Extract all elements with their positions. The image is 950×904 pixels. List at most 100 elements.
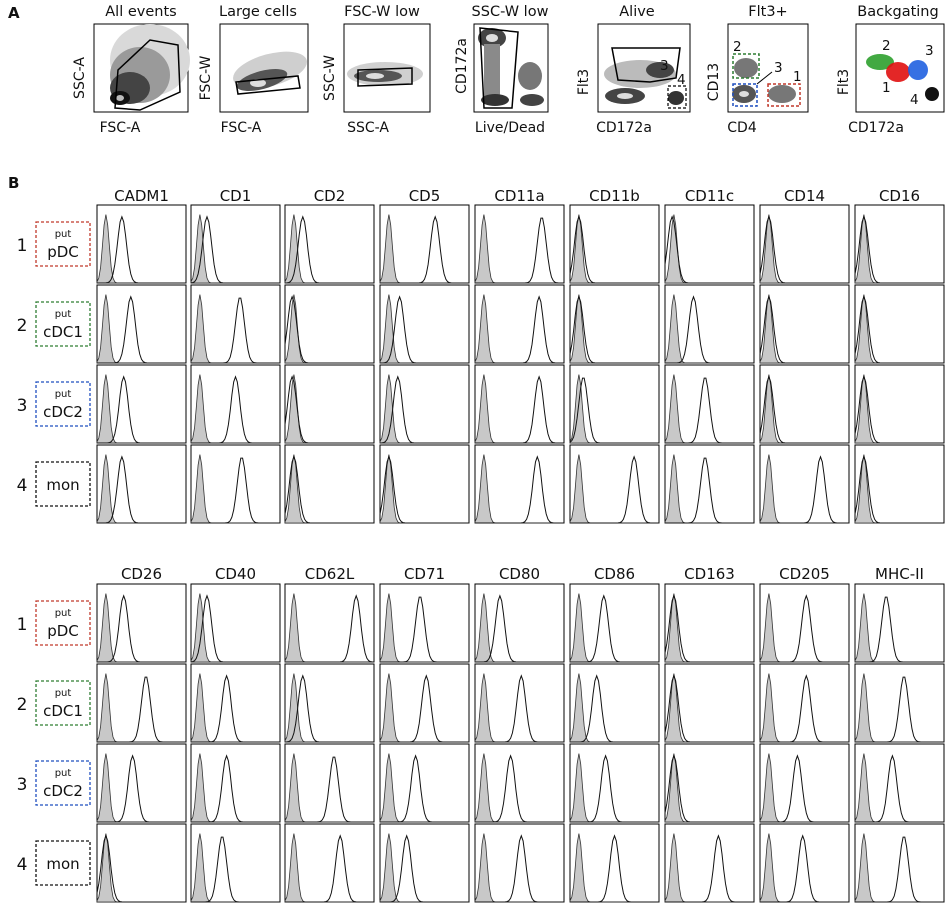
control-histogram [854,593,944,663]
gating-plot-all-events: All events FSC-A SSC-A [72,4,190,136]
control-histogram [759,374,849,444]
histogram-row-mon: 4 mon [17,823,945,903]
population-superscript: put [55,608,72,619]
histogram-cell [190,583,281,663]
histogram-cell [96,364,187,444]
gate-pdc [767,83,801,107]
histogram-cell [759,823,850,903]
control-histogram [284,673,374,743]
population-superscript: put [55,768,72,779]
population-superscript: put [55,688,72,699]
population-name: cDC2 [43,403,83,421]
histogram-cell [664,444,755,524]
gating-title: All events [105,4,176,20]
staining-histogram [191,836,280,903]
population-box [35,301,91,347]
control-histogram [284,294,374,364]
cluster-4 [925,87,939,101]
histogram-cell [190,364,281,444]
control-histogram [664,214,754,284]
staining-histogram [475,217,564,284]
staining-histogram [380,596,469,663]
control-histogram [474,374,564,444]
staining-histogram [285,834,374,903]
histogram-cell [854,364,945,444]
control-histogram [284,214,374,284]
control-histogram [474,294,564,364]
histogram-cell [474,583,565,663]
histogram-cell [96,743,187,823]
control-histogram [474,454,564,524]
staining-histogram [190,594,280,663]
staining-histogram [191,297,280,364]
row-number: 2 [17,695,28,715]
histogram-cell [379,364,470,444]
histogram-cell [854,583,945,663]
gating-frame [597,23,691,113]
staining-histogram [284,674,374,743]
staining-histogram [96,834,186,903]
gating-xlabel: CD172a [848,120,904,136]
control-histogram [379,593,469,663]
staining-histogram [379,455,469,524]
gating-title: Large cells [219,4,297,20]
histogram-cell [854,444,945,524]
marker-title: CD163 [684,565,735,583]
gating-plot-sscw-low: SSC-W low Live/Dead CD172a [454,4,549,136]
gating-ylabel: Flt3 [836,69,852,95]
marker-title: CD80 [499,565,540,583]
marker-title: CD16 [879,187,920,205]
histogram-cell [474,663,565,743]
staining-histogram [97,676,186,743]
histogram-cell [569,823,660,903]
histogram-cell [569,663,660,743]
gating-plot-flt3: Flt3+ CD4 CD13 2 3 1 [706,4,809,136]
gating-ylabel: FSC-W [198,55,214,100]
histogram-cell [284,743,375,823]
histogram-cell [96,663,187,743]
staining-histogram [664,215,754,284]
control-histogram [96,214,186,284]
histogram-cell [569,743,660,823]
staining-histogram [475,834,564,903]
histogram-cell [854,823,945,903]
control-histogram [284,753,374,823]
control-histogram [284,454,374,524]
staining-histogram [380,834,469,903]
gate-cdc2 [732,83,758,107]
staining-histogram [855,596,944,663]
staining-histogram [855,836,944,903]
histogram-cell [379,743,470,823]
population-superscript: put [55,389,72,400]
staining-histogram [569,377,659,444]
gate-polygon [611,47,681,83]
staining-histogram [97,754,186,823]
control-histogram [854,374,944,444]
control-histogram [379,374,469,444]
control-histogram [854,833,944,903]
control-histogram [664,294,754,364]
staining-histogram [284,295,374,364]
control-histogram [569,593,659,663]
histogram-cell [664,364,755,444]
control-histogram [379,833,469,903]
gating-plot-backgating: Backgating CD172a Flt3 2 3 1 4 [836,4,945,136]
gating-title: Flt3+ [748,4,787,20]
histogram-cell [190,204,281,284]
staining-histogram [665,295,754,364]
histogram-cell [284,204,375,284]
control-histogram [96,374,186,444]
population-superscript: put [55,309,72,320]
histogram-row-pDC: 1 put pDC [17,583,945,663]
staining-histogram [854,215,944,284]
control-histogram [759,214,849,284]
histogram-cell [854,663,945,743]
gating-frame [473,23,549,113]
staining-histogram [97,594,186,663]
gating-title: FSC-W low [344,4,420,20]
histogram-cell [759,583,850,663]
backgating-clusters [866,54,939,101]
control-histogram [190,294,280,364]
marker-title: MHC-II [875,565,924,583]
